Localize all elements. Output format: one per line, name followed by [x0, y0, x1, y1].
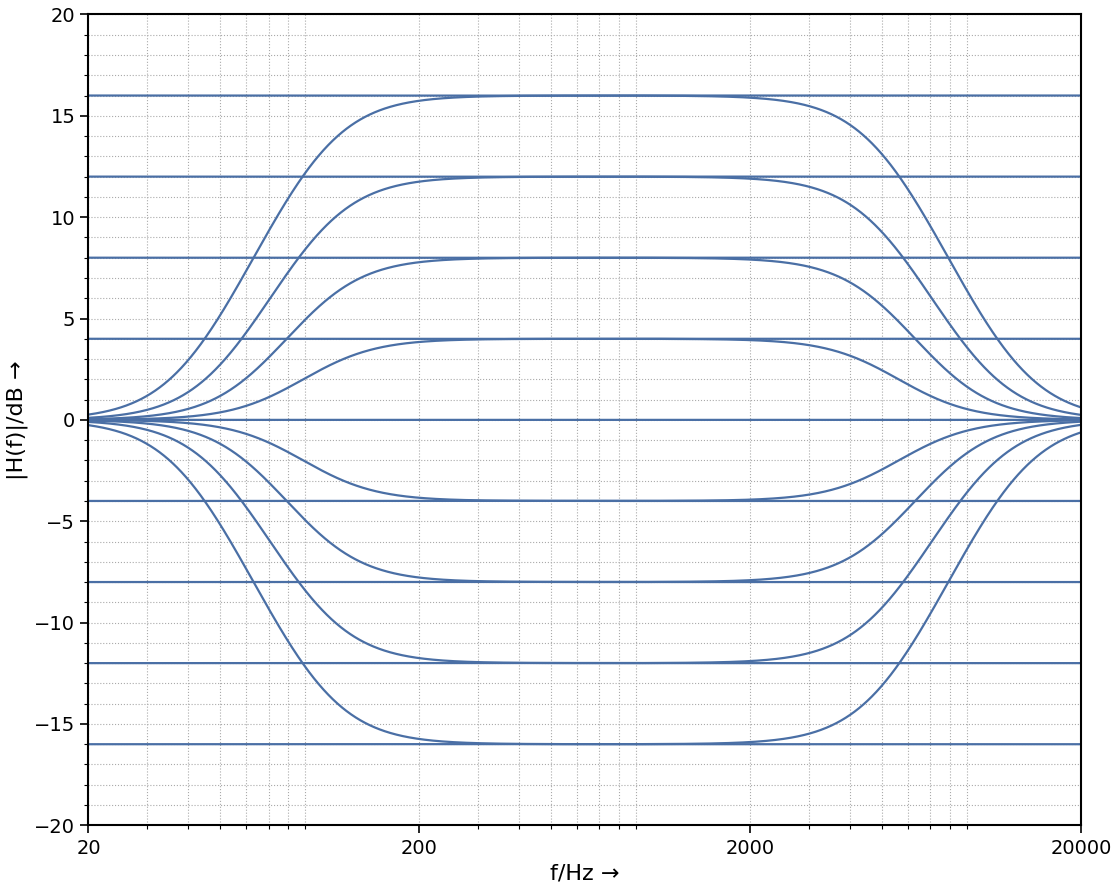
X-axis label: f/Hz →: f/Hz → — [551, 863, 620, 883]
Y-axis label: |H(f)|/dB →: |H(f)|/dB → — [7, 360, 28, 480]
